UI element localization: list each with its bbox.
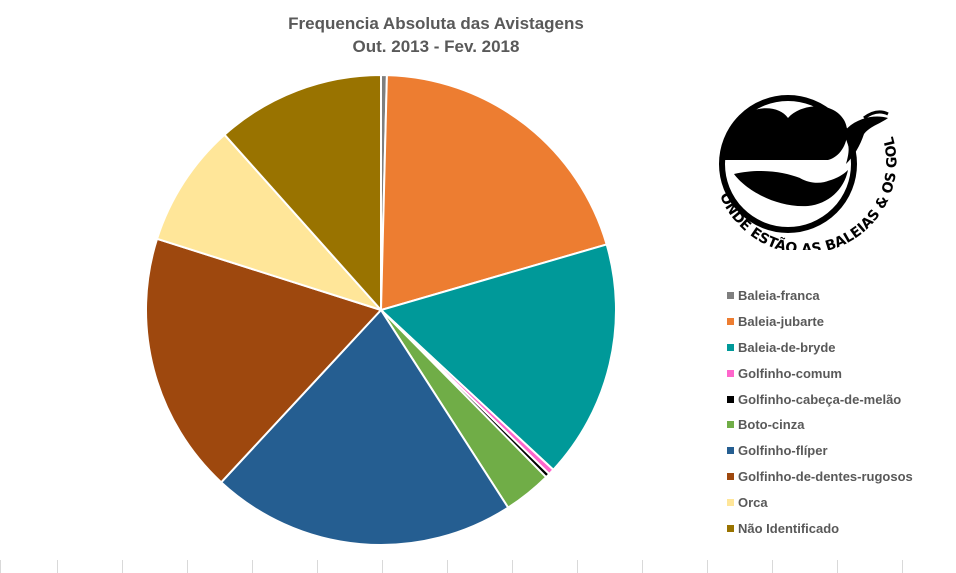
legend-swatch [727, 472, 734, 480]
legend-label: Baleia-jubarte [738, 314, 824, 330]
chart-subtitle: Out. 2013 - Fev. 2018 [352, 37, 520, 56]
pie-slices [145, 73, 617, 546]
legend-item-golfinho-comum: Golfinho-comum [727, 360, 913, 386]
legend-item-baleia-de-bryde: Baleia-de-bryde [727, 335, 913, 361]
logo-lettering: ONDE ESTÃO AS BALEIAS & OS GOLFINHOS? [704, 78, 900, 250]
legend-swatch [727, 447, 734, 455]
legend-item-golfinho-fliper: Golfinho-flíper [727, 438, 913, 464]
legend-swatch [727, 395, 734, 403]
legend-item-golfinho-de-dentes-rugosos: Golfinho-de-dentes-rugosos [727, 464, 913, 490]
pie-slice-golfinho-de-dentes-rugosos [145, 237, 382, 484]
legend-label: Baleia-de-bryde [738, 339, 836, 355]
legend-item-baleia-jubarte: Baleia-jubarte [727, 309, 913, 335]
legend-swatch [727, 343, 734, 351]
legend-label: Não Identificado [738, 520, 840, 536]
legend-swatch [727, 369, 734, 377]
pie-slice-golfinho-fliper [220, 309, 510, 546]
pie-slice-nao-identificado [223, 74, 382, 311]
legend-label: Golfinho-de-dentes-rugosos [738, 468, 913, 484]
legend-swatch [727, 421, 734, 429]
pie-slice-orca [156, 133, 382, 311]
legend-label: Baleia-franca [738, 288, 820, 304]
legend-label: Golfinho-comum [738, 365, 842, 381]
legend-item-nao-identificado: Não Identificado [727, 515, 913, 541]
chart-title-line1: Frequencia Absoluta das Avistagens [288, 14, 584, 33]
legend-item-orca: Orca [727, 489, 913, 515]
legend-swatch [727, 498, 734, 506]
legend-label: Orca [738, 494, 768, 510]
legend-label: Boto-cinza [738, 417, 805, 433]
logo-emblem: ONDE ESTÃO AS BALEIAS & OS GOLFINHOS? [704, 78, 900, 250]
legend-label: Golfinho-cabeça-de-melão [738, 391, 902, 407]
legend-item-golfinho-cabeca-de-melao: Golfinho-cabeça-de-melão [727, 386, 913, 412]
legend-item-boto-cinza: Boto-cinza [727, 412, 913, 438]
svg-text:ONDE ESTÃO AS BALEIAS & OS GOL: ONDE ESTÃO AS BALEIAS & OS GOLFINHOS? [704, 78, 900, 250]
pie-slice-baleia-jubarte [380, 74, 608, 311]
legend-swatch [727, 292, 734, 300]
legend-label: Golfinho-flíper [738, 443, 828, 459]
legend: Baleia-franca Baleia-jubarte Baleia-de-bry… [727, 283, 913, 541]
legend-swatch [727, 524, 734, 532]
pie-slice-baleia-de-bryde [380, 243, 617, 471]
chart-title: Frequencia Absoluta das Avistagens Out. … [186, 12, 686, 58]
excel-gridlines [0, 560, 903, 573]
legend-item-baleia-franca: Baleia-franca [727, 283, 913, 309]
legend-swatch [727, 318, 734, 326]
